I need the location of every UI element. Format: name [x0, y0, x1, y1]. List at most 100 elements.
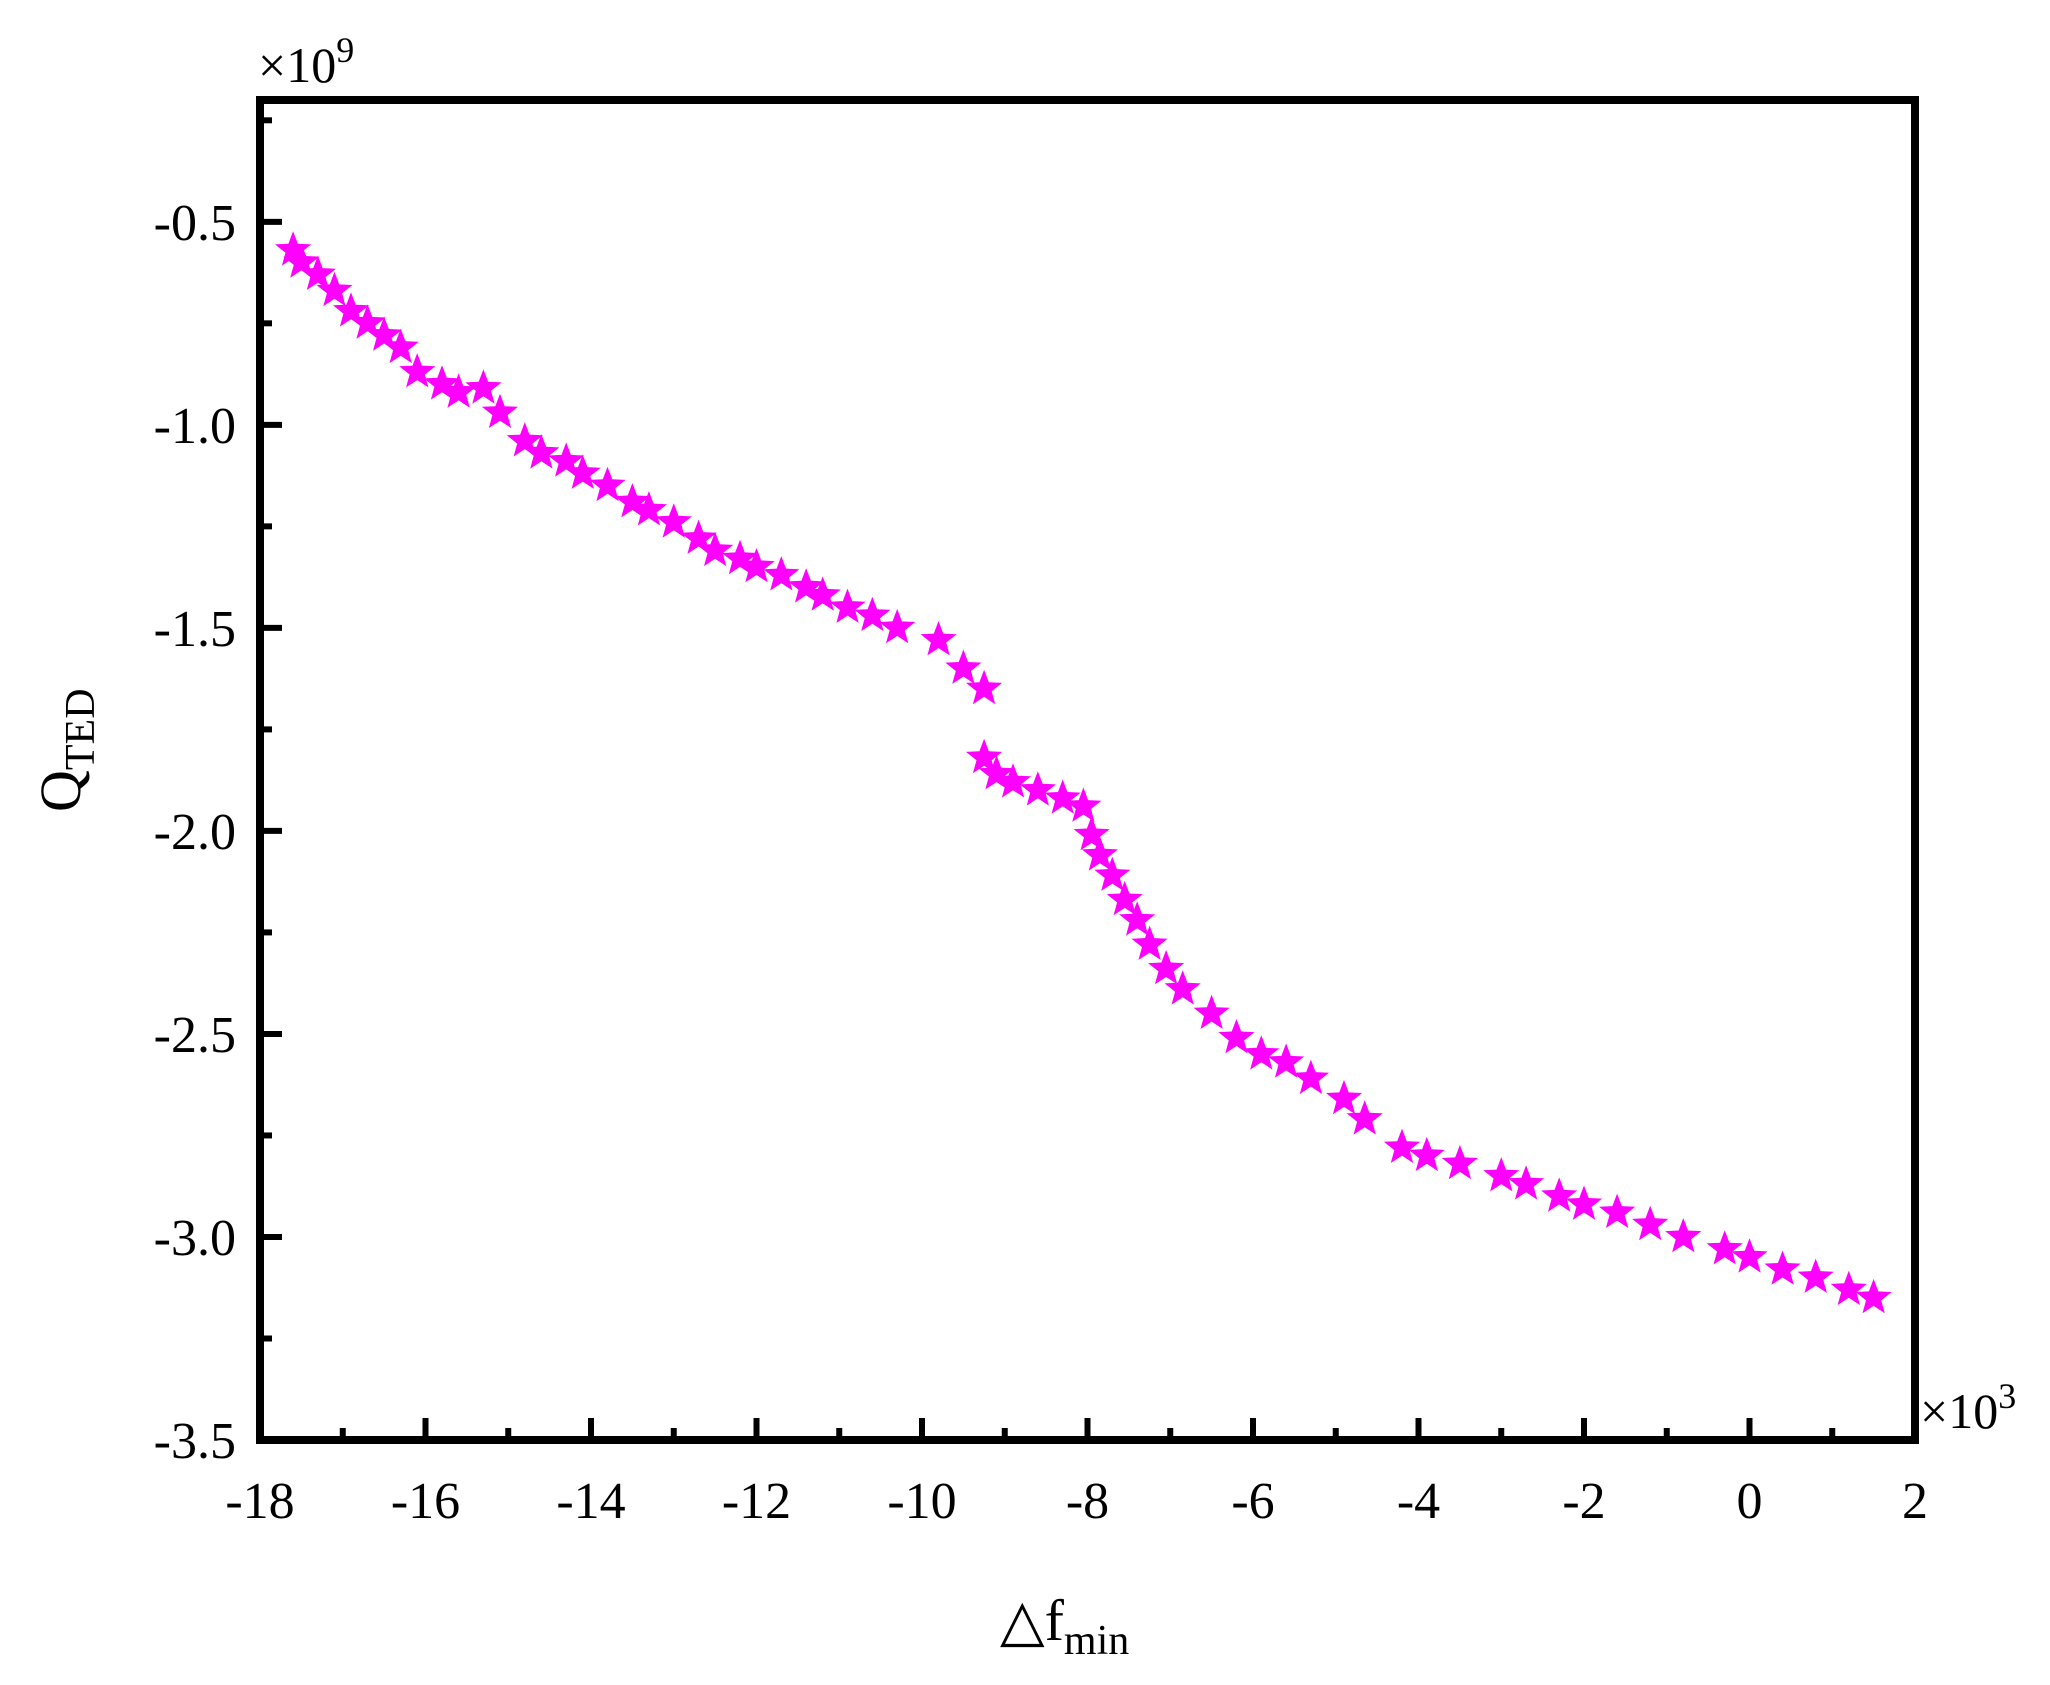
x-axis-title: △fmin	[1000, 1588, 1129, 1664]
data-point-star	[680, 519, 717, 554]
data-point-star	[630, 491, 667, 526]
x-tick-label: -2	[1562, 1473, 1605, 1530]
data-point-star	[1164, 970, 1201, 1005]
data-point-star	[506, 422, 543, 457]
data-point-star	[1119, 901, 1156, 936]
data-point-star	[1073, 816, 1110, 851]
data-point-star	[589, 466, 626, 502]
data-point-star	[1094, 856, 1131, 891]
data-point-star	[316, 271, 353, 307]
x-axis-title-sub: min	[1064, 1618, 1129, 1664]
data-point-star	[1541, 1177, 1578, 1212]
x-tick-label: -18	[225, 1473, 294, 1530]
data-point-star	[523, 434, 560, 469]
data-point-star	[655, 503, 692, 538]
data-point-star	[1268, 1043, 1305, 1078]
data-point-star	[299, 255, 336, 290]
data-point-star	[978, 755, 1015, 790]
data-point-star	[829, 588, 866, 623]
data-point-star	[349, 304, 386, 339]
x-axis-title-main: △f	[1000, 1588, 1065, 1653]
data-point-star	[738, 548, 775, 583]
data-point-star	[1292, 1059, 1329, 1094]
data-point-star	[1632, 1205, 1669, 1241]
data-point-star	[1044, 779, 1081, 814]
data-point-star	[1731, 1238, 1768, 1273]
data-point-star	[1218, 1019, 1255, 1054]
data-point-star	[854, 596, 891, 632]
x-tick-label: 0	[1737, 1473, 1763, 1530]
y-multiplier-base: ×10	[258, 37, 336, 93]
data-point-star	[1081, 836, 1118, 871]
x-tick-label: 2	[1902, 1473, 1928, 1530]
x-multiplier: ×103	[1920, 1376, 2016, 1439]
y-multiplier-exp: 9	[336, 30, 354, 70]
x-tick-label: -12	[722, 1473, 791, 1530]
data-point-star	[1148, 950, 1185, 985]
y-axis-title-sub: TED	[58, 688, 104, 770]
data-point-star	[548, 442, 585, 477]
y-tick-label: -0.5	[154, 195, 236, 252]
data-point-star	[1019, 771, 1056, 806]
x-multiplier-exp: 3	[1998, 1376, 2016, 1416]
data-points	[275, 231, 1892, 1314]
data-point-star	[966, 738, 1003, 774]
data-point-star	[1383, 1128, 1420, 1163]
y-tick-label: -1.5	[154, 601, 236, 658]
x-tick-label: -16	[391, 1473, 460, 1530]
data-point-star	[283, 243, 320, 278]
data-point-star	[440, 373, 477, 408]
data-point-star	[879, 608, 916, 644]
data-point-star	[945, 649, 982, 684]
data-point-star	[788, 568, 825, 603]
data-point-star	[1131, 925, 1168, 960]
plot-frame	[256, 96, 1919, 1444]
data-point-star	[481, 393, 518, 428]
data-point-star	[697, 531, 734, 567]
data-point-star	[995, 763, 1032, 798]
data-point-star	[382, 328, 419, 364]
data-point-star	[1441, 1144, 1478, 1180]
y-tick-label: -1.0	[154, 398, 236, 455]
data-point-star	[333, 292, 370, 327]
data-point-star	[1408, 1136, 1445, 1172]
y-tick-label: -3.5	[154, 1413, 236, 1470]
y-axis-title-main: Q	[28, 770, 93, 812]
data-point-star	[1326, 1079, 1363, 1115]
data-point-star	[564, 454, 601, 489]
data-point-star	[1508, 1165, 1545, 1200]
x-axis-ticks: -18 -16 -14 -12 -10 -8 -6 -4 -2 0 2	[225, 1418, 1928, 1530]
data-point-star	[1706, 1230, 1743, 1265]
data-point-star	[465, 369, 502, 404]
y-tick-label: -2.0	[154, 804, 236, 861]
data-point-star	[614, 483, 651, 518]
data-point-star	[366, 316, 403, 351]
data-point-star	[1106, 880, 1143, 916]
y-multiplier: ×109	[258, 30, 354, 93]
x-tick-label: -4	[1397, 1473, 1440, 1530]
data-point-star	[721, 539, 758, 575]
data-point-star	[1830, 1270, 1867, 1306]
data-point-star	[804, 576, 841, 611]
x-tick-label: -8	[1066, 1473, 1109, 1530]
x-multiplier-base: ×10	[1920, 1383, 1998, 1439]
data-point-star	[1665, 1218, 1702, 1253]
x-tick-label: -10	[887, 1473, 956, 1530]
data-point-star	[1855, 1278, 1892, 1314]
data-point-star	[1483, 1157, 1520, 1192]
data-point-star	[966, 669, 1003, 705]
data-point-star	[399, 353, 436, 388]
data-point-star	[1065, 787, 1102, 822]
data-point-star	[275, 231, 312, 266]
y-axis-title: QTED	[28, 688, 104, 812]
data-point-star	[1764, 1250, 1801, 1285]
data-point-star	[763, 556, 800, 591]
data-point-star	[1599, 1193, 1636, 1228]
data-point-star	[424, 365, 461, 400]
y-tick-label: -2.5	[154, 1007, 236, 1064]
x-tick-label: -14	[556, 1473, 625, 1530]
data-point-star	[1565, 1185, 1603, 1220]
y-axis-ticks: -3.5 -3.0 -2.5 -2.0 -1.5 -1.0 -0.5	[154, 117, 282, 1470]
data-point-star	[1346, 1100, 1383, 1135]
